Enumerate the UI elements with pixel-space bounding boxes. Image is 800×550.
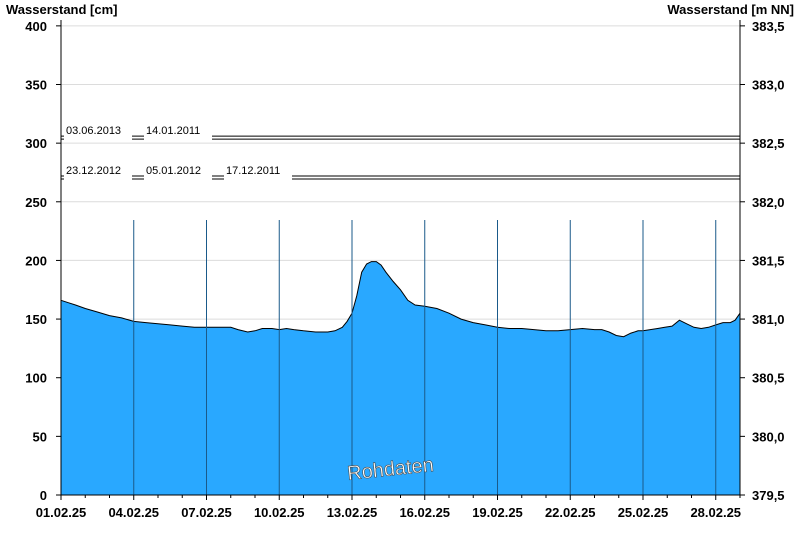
x-tick-label: 19.02.25 (472, 505, 523, 520)
y-tick-label-right: 382,0 (752, 195, 785, 210)
y-tick-label-left: 0 (40, 488, 47, 503)
y-tick-label-right: 383,5 (752, 19, 785, 34)
x-tick-label: 01.02.25 (36, 505, 87, 520)
x-tick-label: 07.02.25 (181, 505, 232, 520)
flood-mark-label: 05.01.2012 (146, 165, 201, 177)
y-tick-label-left: 50 (33, 429, 47, 444)
y-tick-label-right: 379,5 (752, 488, 785, 503)
flood-mark-label: 17.12.2011 (226, 165, 280, 177)
y-tick-label-left: 300 (25, 136, 47, 151)
x-tick-label: 16.02.25 (399, 505, 450, 520)
y-tick-label-left: 100 (25, 371, 47, 386)
x-tick-label: 25.02.25 (618, 505, 669, 520)
y-tick-label-right: 380,5 (752, 371, 785, 386)
water-level-line (60, 261, 741, 338)
y-axis-right-label: Wasserstand [m NN] (667, 2, 794, 17)
y-tick-label-right: 380,0 (752, 429, 785, 444)
flood-mark-label: 03.06.2013 (66, 125, 121, 137)
y-tick-label-left: 150 (25, 312, 47, 327)
y-tick-label-right: 381,0 (752, 312, 785, 327)
flood-mark-label: 14.01.2011 (146, 125, 200, 137)
y-tick-label-right: 383,0 (752, 78, 785, 93)
y-tick-label-left: 200 (25, 253, 47, 268)
x-tick-label: 22.02.25 (545, 505, 596, 520)
y-tick-label-right: 381,5 (752, 253, 785, 268)
flood-mark-label: 23.12.2012 (66, 165, 121, 177)
y-tick-label-left: 250 (25, 195, 47, 210)
y-tick-label-left: 350 (25, 78, 47, 93)
y-tick-label-left: 400 (25, 19, 47, 34)
x-tick-label: 28.02.25 (690, 505, 741, 520)
y-tick-label-right: 382,5 (752, 136, 785, 151)
x-tick-label: 04.02.25 (108, 505, 159, 520)
y-axis-left-label: Wasserstand [cm] (6, 2, 118, 17)
x-tick-label: 10.02.25 (254, 505, 305, 520)
x-tick-label: 13.02.25 (327, 505, 378, 520)
